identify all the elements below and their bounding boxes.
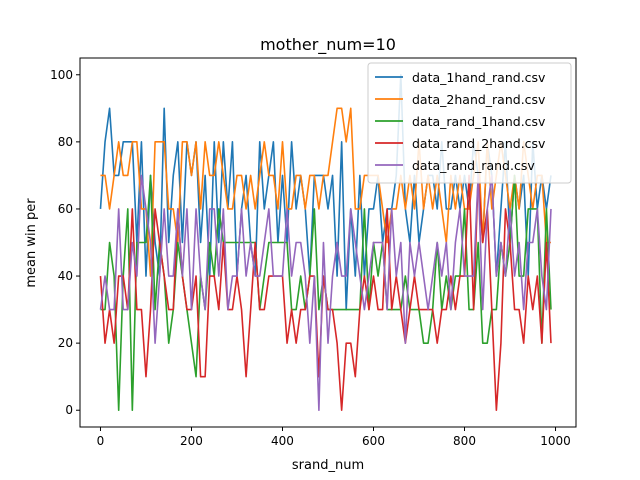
legend: data_1hand_rand.csv data_2hand_rand.csvda…	[367, 62, 572, 184]
legend-label-2: data_2hand_rand.csv	[412, 92, 546, 107]
y-tick-label: 80	[58, 135, 73, 149]
x-axis-ticks: 0 200 400 600 800 1000	[97, 427, 571, 448]
x-tick-label: 400	[271, 434, 294, 448]
y-tick-label: 40	[58, 269, 73, 283]
x-tick-label: 1000	[540, 434, 571, 448]
x-tick-label: 0	[97, 434, 105, 448]
axes-frame	[79, 57, 577, 428]
legend-label-1: data_1hand_rand.csv	[412, 70, 546, 85]
x-tick-label: 800	[453, 434, 476, 448]
y-axis-ticks: 0 20 40 60 80 100	[50, 68, 80, 417]
y-axis-label: mean win per	[24, 198, 39, 288]
y-tick-label: 60	[58, 202, 73, 216]
y-tick-label: 100	[50, 68, 73, 82]
x-tick-label: 600	[362, 434, 385, 448]
chart-title: mother_num=10	[260, 35, 396, 55]
legend-label-5: data_rand_rand.csv	[412, 158, 535, 173]
y-tick-label: 0	[65, 403, 73, 417]
series-line-5	[99, 174, 552, 412]
x-tick-label: 200	[180, 434, 203, 448]
legend-box	[367, 62, 572, 184]
x-axis-label: srand_num	[292, 458, 364, 473]
legend-label-3: data_rand_1hand.csv	[412, 114, 546, 129]
y-tick-label: 20	[58, 336, 73, 350]
legend-label-4: data_rand_2hand.csv	[412, 136, 546, 151]
